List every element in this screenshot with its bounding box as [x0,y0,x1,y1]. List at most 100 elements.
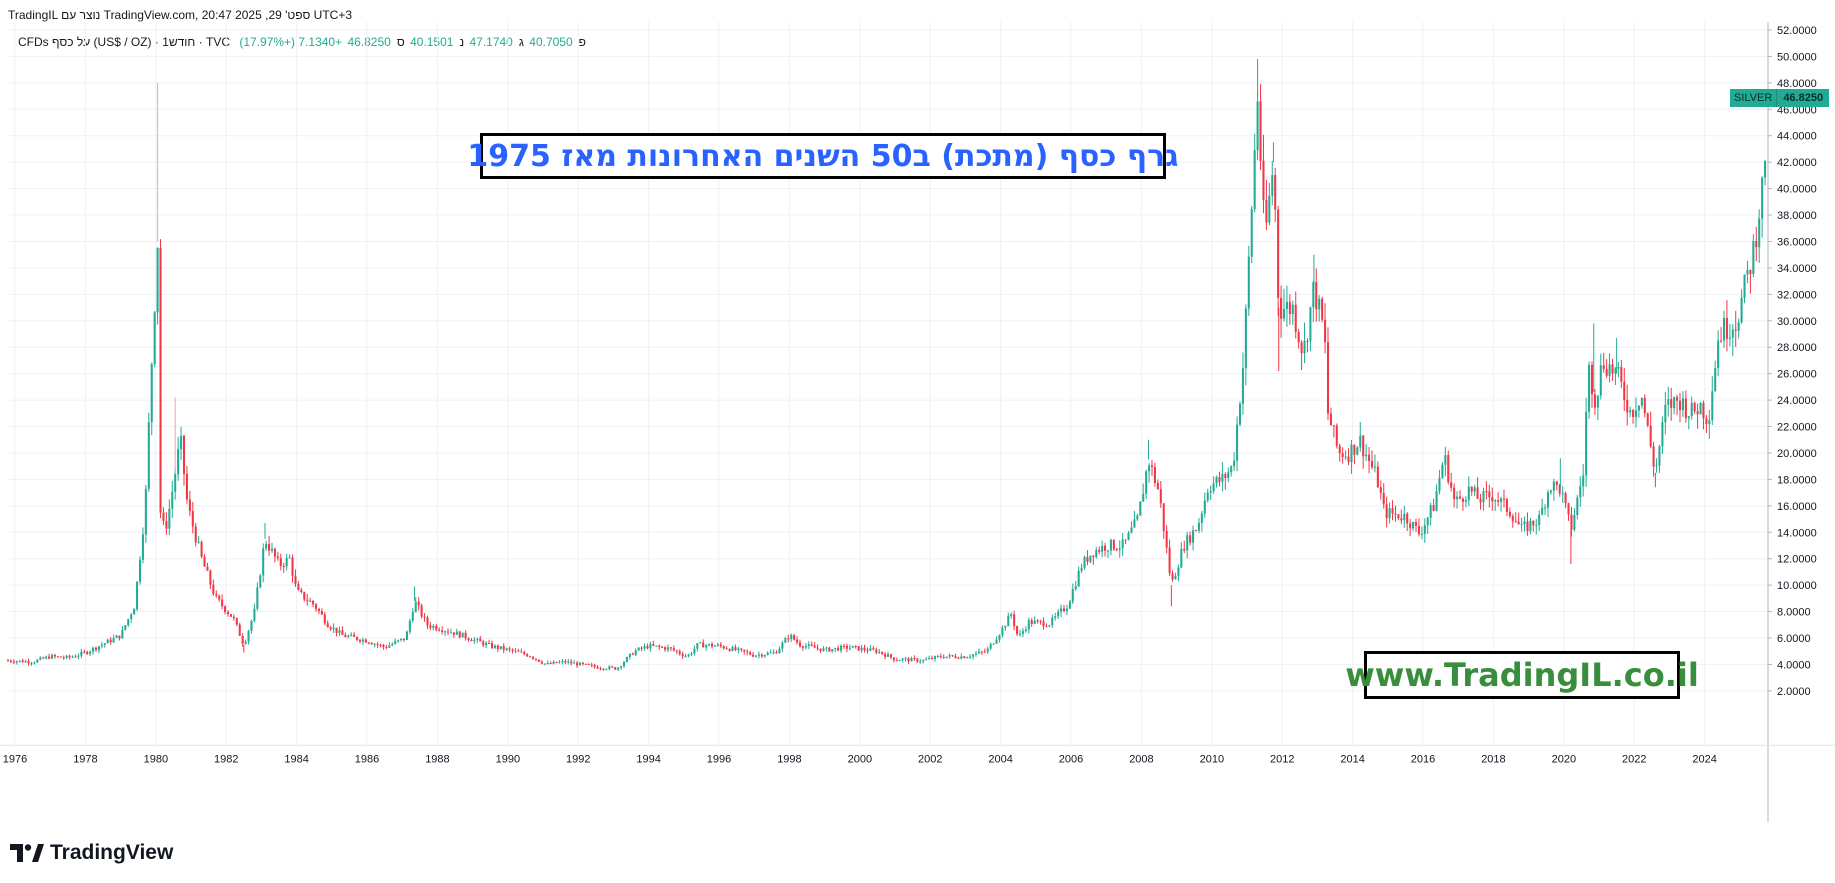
candle-body [42,657,45,659]
candle-body [1030,620,1033,624]
candle-body [1593,394,1596,408]
candle-body [942,657,945,659]
candle-body [385,646,388,648]
candle-body [1277,209,1280,298]
candle-body [766,652,769,655]
candle-body [297,583,300,590]
candle-body [1705,418,1708,425]
candle-body [12,661,15,663]
candle-body [1717,340,1720,369]
candle-body [1124,539,1127,541]
x-tick-label: 2020 [1552,753,1576,765]
candle-body [94,647,98,650]
candle-body [1194,530,1198,532]
candle-body [1608,364,1611,376]
candle-body [1130,527,1133,533]
candle-body [1312,282,1315,308]
website-text: www.TradingIL.co.il [1345,656,1699,694]
y-tick-label: 26.0000 [1777,369,1817,381]
candle-body [435,625,438,630]
x-tick-label: 2002 [918,753,942,765]
candle-body [1127,532,1130,540]
candle-body [200,541,203,557]
price-axis[interactable]: 2.0000 4.0000 6.0000 8.0000 10.0000 12.0000 14… [1767,22,1817,822]
candle-body [405,631,408,640]
candle-body [1734,329,1737,331]
candle-body [620,666,623,668]
candle-body [1382,492,1385,505]
candle-body [1098,549,1101,552]
candle-body [174,474,177,492]
candle-body [273,548,276,557]
candle-body [56,656,59,658]
y-tick-label: 36.0000 [1777,236,1817,248]
candle-body [672,648,675,651]
candle-body [1755,240,1758,248]
candle-body [162,512,165,521]
candle-body [285,557,288,567]
candle-body [379,644,382,646]
tradingview-logo[interactable]: TradingView [10,841,173,865]
candle-body [276,556,279,559]
candle-body [537,659,540,662]
candle-body [197,541,200,543]
candle-body [596,666,599,669]
candle-body [1353,444,1356,455]
candle-body [1497,500,1500,502]
candle-body [1737,322,1740,331]
candle-body [1585,411,1588,476]
candle-body [256,587,259,609]
candle-body [1388,508,1391,519]
candle-body [1010,614,1013,617]
candle-body [224,606,227,613]
candle-body [1441,464,1444,478]
candle-body [587,663,590,665]
candle-body [1491,497,1494,502]
candle-body [731,647,734,651]
candle-body [681,653,684,657]
candle-body [1541,507,1544,515]
x-tick-label: 2024 [1692,753,1716,765]
candle-body [414,601,417,613]
candle-body [1532,520,1535,526]
candle-body [581,662,584,664]
candle-body [1018,633,1022,635]
candle-body [529,656,532,658]
candle-body [182,435,186,474]
candle-body [268,543,271,551]
candle-body [1450,482,1453,488]
x-tick-label: 1994 [636,753,660,765]
candle-body [1024,629,1027,632]
candle-body [455,631,458,635]
candle-body [353,634,356,637]
candle-body [1344,456,1347,458]
candle-body [24,661,27,663]
candle-body [822,648,825,652]
candle-body [212,584,215,595]
time-axis[interactable]: 1976 1978 1980 1982 1984 1986 1988 1990 1992 1994… [0,744,1835,765]
y-tick-label: 10.0000 [1777,580,1817,592]
candle-body [1461,498,1464,502]
candle-body [48,656,51,659]
chart-grid [8,22,1768,746]
candle-body [1104,545,1107,551]
candle-body [1444,455,1447,465]
candle-body [540,661,543,664]
candle-body [1667,399,1670,405]
candle-body [291,557,294,577]
candle-body [957,657,960,659]
candle-body [986,648,989,652]
candle-body [1274,175,1277,210]
x-tick-label: 2000 [848,753,872,765]
candle-body [1687,416,1690,419]
candle-body [115,635,118,638]
candle-body [863,647,866,651]
candle-body [869,648,872,651]
candle-body [881,651,884,654]
candle-body [1708,420,1711,425]
y-tick-label: 14.0000 [1777,527,1817,539]
candle-body [1678,400,1682,410]
candle-body [420,605,423,617]
candle-body [65,655,68,658]
candle-body [919,661,922,663]
